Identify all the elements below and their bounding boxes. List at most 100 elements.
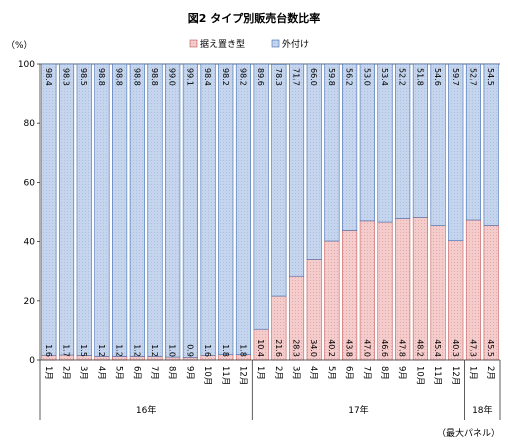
legend-label: 据え置き型 xyxy=(200,38,245,50)
legend-swatch xyxy=(271,39,280,48)
chart-title: 図2 タイプ別販売台数比率 xyxy=(188,11,320,25)
x-tick-label: 5月 xyxy=(326,366,336,380)
data-label-suechi: 1.7 xyxy=(62,344,71,357)
data-label-sotozuke: 98.8 xyxy=(97,68,106,86)
data-label-sotozuke: 99.0 xyxy=(168,68,177,86)
data-label-suechi: 47.3 xyxy=(468,339,477,357)
data-label-suechi: 10.4 xyxy=(256,339,265,357)
data-label-suechi: 40.3 xyxy=(451,339,460,357)
data-label-sotozuke: 66.0 xyxy=(309,68,318,86)
x-tick-label: 7月 xyxy=(149,366,159,380)
data-label-sotozuke: 59.8 xyxy=(327,68,336,86)
data-label-sotozuke: 98.4 xyxy=(44,68,53,86)
data-label-sotozuke: 98.3 xyxy=(62,68,71,86)
x-tick-label: 1月 xyxy=(255,366,265,380)
bar-segment-sotozuke xyxy=(448,63,464,242)
bar-segment-sotozuke xyxy=(218,63,234,355)
bar-segment-sotozuke xyxy=(94,63,110,357)
x-tick-label: 10月 xyxy=(202,366,212,385)
legend: 据え置き型 外付け xyxy=(189,38,309,50)
y-axis-unit: （%） xyxy=(6,40,33,51)
bar-segment-sotozuke xyxy=(465,63,482,221)
bars: 98.4 1.6 98.3 1.7 98.5 1.5 98.8 1.2 98.8 1.2 98.8 1… xyxy=(41,63,499,361)
y-tick-label: 100 xyxy=(18,60,35,70)
data-label-sotozuke: 98.2 xyxy=(238,68,247,86)
x-tick-label: 4月 xyxy=(308,366,318,380)
bar-segment-sotozuke xyxy=(165,63,181,358)
data-label-sotozuke: 52.2 xyxy=(398,68,407,86)
data-label-suechi: 1.2 xyxy=(115,344,124,357)
bar-segment-sotozuke xyxy=(253,63,269,330)
bar-segment-sotozuke xyxy=(377,63,393,223)
data-label-suechi: 1.8 xyxy=(238,344,247,357)
bar-segment-sotozuke xyxy=(412,63,428,218)
bar-segment-sotozuke xyxy=(147,63,163,357)
data-label-suechi: 1.2 xyxy=(97,344,106,357)
data-label-suechi: 1.8 xyxy=(221,344,230,357)
bar-segment-sotozuke xyxy=(342,63,358,231)
x-tick-label: 2月 xyxy=(61,366,71,380)
bar-segment-sotozuke xyxy=(483,63,499,226)
x-tick-label: 5月 xyxy=(114,366,124,380)
data-label-suechi: 1.6 xyxy=(203,344,212,357)
bar-segment-sotozuke xyxy=(182,63,198,358)
data-label-sotozuke: 98.8 xyxy=(150,68,159,86)
x-tick-label: 9月 xyxy=(184,366,194,380)
x-tick-label: 10月 xyxy=(414,366,424,385)
data-label-sotozuke: 54.5 xyxy=(486,68,495,86)
bar-segment-suechi xyxy=(165,356,181,361)
data-label-suechi: 40.2 xyxy=(327,339,336,357)
year-label: 16年 xyxy=(136,404,156,416)
bar-segment-sotozuke xyxy=(306,63,322,260)
bar-segment-sotozuke xyxy=(41,63,57,356)
x-tick-label: 1月 xyxy=(43,366,53,380)
data-label-suechi: 34.0 xyxy=(309,339,318,357)
bar-segment-sotozuke xyxy=(76,63,92,356)
data-label-suechi: 1.2 xyxy=(132,344,141,357)
data-label-sotozuke: 56.2 xyxy=(345,68,354,86)
x-tick-label: 2月 xyxy=(273,366,283,380)
bar-segment-sotozuke xyxy=(235,63,252,355)
bar-segment-sotozuke xyxy=(58,63,75,356)
bar-segment-sotozuke xyxy=(395,63,411,219)
y-tick-label: 80 xyxy=(24,119,36,129)
data-label-sotozuke: 98.4 xyxy=(203,68,212,86)
x-tick-label: 3月 xyxy=(78,366,88,380)
y-tick-label: 0 xyxy=(29,356,35,366)
data-label-suechi: 45.5 xyxy=(486,339,495,357)
bar-segment-sotozuke xyxy=(112,63,128,357)
data-label-sotozuke: 71.7 xyxy=(292,68,301,86)
y-tick-label: 60 xyxy=(24,178,36,188)
x-tick-label: 1月 xyxy=(467,366,477,380)
data-label-suechi: 43.8 xyxy=(345,339,354,357)
year-label: 17年 xyxy=(348,404,368,416)
data-label-suechi: 1.6 xyxy=(44,344,53,357)
y-tick-label: 20 xyxy=(24,297,36,307)
data-label-sotozuke: 98.8 xyxy=(115,68,124,86)
bar-segment-sotozuke xyxy=(359,63,375,222)
data-label-sotozuke: 53.0 xyxy=(362,68,371,86)
panel-note: （最大パネル） xyxy=(437,427,500,439)
x-tick-label: 9月 xyxy=(397,366,407,380)
data-label-suechi: 46.6 xyxy=(380,339,389,357)
data-label-sotozuke: 59.7 xyxy=(451,68,460,86)
data-label-sotozuke: 78.3 xyxy=(274,68,283,86)
data-label-sotozuke: 98.5 xyxy=(79,68,88,86)
data-label-sotozuke: 98.2 xyxy=(221,68,230,86)
data-label-suechi: 47.8 xyxy=(398,339,407,357)
x-tick-label: 4月 xyxy=(96,366,106,380)
data-label-sotozuke: 54.6 xyxy=(433,68,442,86)
data-label-sotozuke: 89.6 xyxy=(256,68,265,86)
year-label: 18年 xyxy=(472,404,492,416)
x-tick-label: 2月 xyxy=(485,366,495,380)
x-tick-label: 8月 xyxy=(379,366,389,380)
x-tick-label: 6月 xyxy=(131,366,141,380)
x-tick-label: 11月 xyxy=(220,366,230,385)
data-label-sotozuke: 53.4 xyxy=(380,68,389,86)
data-label-suechi: 47.0 xyxy=(362,339,371,357)
y-tick-label: 40 xyxy=(24,238,36,248)
data-label-sotozuke: 52.7 xyxy=(468,68,477,86)
data-label-suechi: 1.5 xyxy=(79,344,88,357)
data-label-sotozuke: 51.8 xyxy=(415,68,424,86)
